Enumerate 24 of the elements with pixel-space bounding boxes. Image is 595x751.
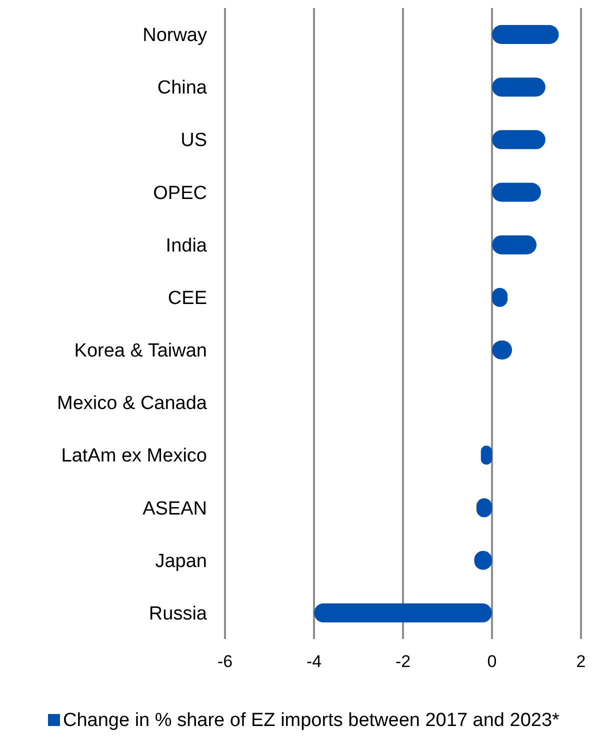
y-tick-label: CEE — [168, 288, 207, 309]
x-tick-label: 2 — [576, 652, 586, 672]
y-tick-label: US — [180, 130, 207, 152]
y-tick-label: OPEC — [153, 182, 207, 204]
y-tick-label: India — [166, 235, 208, 256]
y-tick-label: China — [157, 78, 208, 99]
legend-label: Change in % share of EZ imports between 2017 and 2023* — [63, 710, 560, 731]
y-tick-label: Korea & Taiwan — [74, 340, 207, 362]
bar — [492, 78, 546, 97]
y-tick-label: Japan — [155, 550, 207, 572]
x-tick-label: -6 — [217, 652, 233, 672]
bar — [492, 25, 559, 44]
y-tick-label: LatAm ex Mexico — [61, 446, 207, 467]
y-tick-label: ASEAN — [142, 498, 207, 520]
y-tick-label: Mexico & Canada — [57, 393, 208, 414]
bar — [314, 603, 492, 622]
bar — [492, 130, 546, 150]
y-tick-label: Norway — [142, 25, 208, 46]
x-tick-label: -4 — [306, 652, 322, 672]
x-tick-label: 0 — [487, 652, 497, 672]
bar — [492, 235, 536, 254]
x-tick-label: -2 — [395, 652, 411, 672]
bar — [492, 182, 541, 202]
y-tick-label: Russia — [148, 603, 208, 624]
